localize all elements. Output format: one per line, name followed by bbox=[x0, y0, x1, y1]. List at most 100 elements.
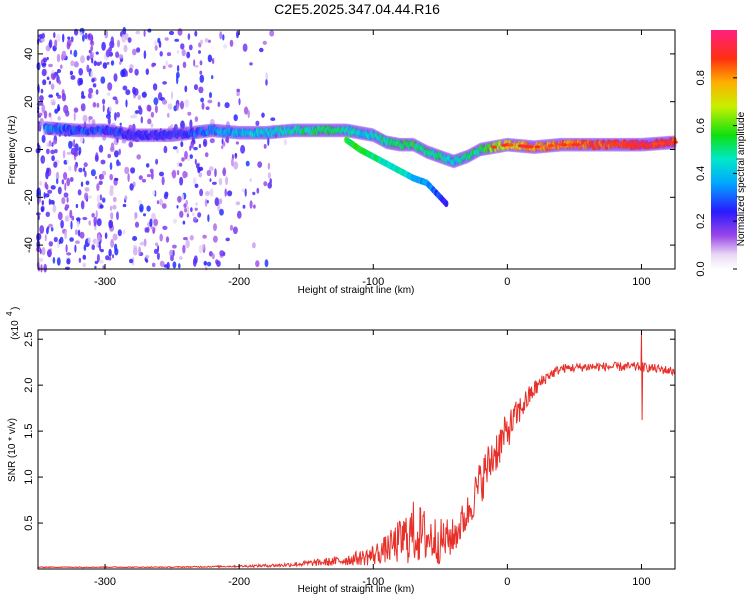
noise-speckle bbox=[86, 64, 90, 73]
noise-speckle bbox=[133, 247, 138, 256]
noise-speckle bbox=[82, 114, 88, 123]
noise-speckle bbox=[172, 244, 177, 249]
noise-speckle bbox=[99, 194, 103, 201]
noise-speckle bbox=[132, 48, 137, 56]
noise-speckle bbox=[172, 146, 178, 150]
noise-speckle bbox=[85, 180, 90, 186]
noise-speckle bbox=[39, 248, 42, 255]
noise-speckle bbox=[101, 41, 106, 51]
noise-speckle bbox=[79, 137, 84, 143]
noise-speckle bbox=[212, 181, 217, 185]
noise-speckle bbox=[88, 49, 92, 54]
noise-speckle bbox=[206, 261, 212, 267]
noise-speckle bbox=[109, 106, 112, 112]
noise-speckle bbox=[79, 32, 83, 36]
noise-speckle bbox=[73, 112, 76, 121]
noise-speckle bbox=[80, 181, 84, 187]
noise-speckle bbox=[169, 249, 174, 257]
noise-speckle bbox=[87, 195, 93, 200]
noise-speckle bbox=[47, 189, 53, 194]
noise-speckle bbox=[65, 110, 70, 117]
noise-speckle bbox=[102, 98, 106, 105]
noise-speckle bbox=[112, 196, 117, 203]
noise-speckle bbox=[57, 69, 61, 73]
noise-speckle bbox=[100, 248, 104, 253]
noise-speckle bbox=[50, 227, 54, 232]
noise-speckle bbox=[75, 203, 79, 209]
noise-speckle bbox=[96, 183, 100, 192]
noise-speckle bbox=[78, 150, 81, 156]
noise-speckle bbox=[163, 193, 168, 200]
noise-speckle bbox=[267, 162, 271, 170]
noise-speckle bbox=[166, 52, 172, 57]
noise-speckle bbox=[61, 93, 67, 102]
noise-speckle bbox=[68, 165, 72, 172]
noise-speckle bbox=[54, 108, 59, 114]
noise-speckle bbox=[129, 258, 134, 264]
noise-speckle bbox=[209, 188, 214, 197]
noise-speckle bbox=[177, 195, 182, 203]
noise-speckle bbox=[50, 149, 55, 155]
noise-speckle bbox=[82, 216, 88, 221]
noise-speckle bbox=[66, 151, 72, 155]
noise-speckle bbox=[112, 204, 117, 210]
spectrogram-ridge bbox=[42, 121, 678, 169]
noise-speckle bbox=[82, 254, 87, 260]
noise-speckle bbox=[253, 204, 256, 209]
noise-speckle bbox=[265, 79, 268, 86]
noise-speckle bbox=[114, 112, 117, 121]
noise-speckle bbox=[109, 173, 113, 181]
noise-speckle bbox=[74, 229, 79, 236]
noise-speckle bbox=[81, 95, 86, 99]
noise-speckle bbox=[130, 167, 136, 174]
noise-speckle bbox=[211, 57, 215, 65]
snr-y-label: SNR (10 * v/v) bbox=[7, 418, 18, 482]
noise-speckle bbox=[233, 161, 239, 170]
noise-speckle bbox=[193, 146, 198, 151]
noise-speckle bbox=[42, 62, 47, 66]
noise-speckle bbox=[178, 263, 181, 269]
noise-speckle bbox=[199, 74, 205, 83]
noise-speckle bbox=[77, 189, 82, 196]
noise-speckle bbox=[213, 223, 217, 232]
noise-speckle bbox=[63, 172, 68, 180]
colorbar-ticks: 0.0 0.2 0.4 0.6 0.8 bbox=[695, 70, 737, 277]
noise-speckle bbox=[43, 110, 48, 119]
noise-speckle bbox=[244, 188, 247, 197]
noise-speckle bbox=[199, 70, 203, 75]
noise-speckle bbox=[229, 224, 234, 231]
noise-speckle bbox=[214, 168, 217, 178]
noise-speckle bbox=[221, 145, 224, 150]
noise-speckle bbox=[223, 44, 228, 49]
ridge-core bbox=[561, 143, 568, 147]
noise-speckle bbox=[236, 30, 239, 39]
noise-speckle bbox=[40, 264, 43, 273]
noise-speckle bbox=[76, 221, 80, 228]
noise-speckle bbox=[79, 77, 84, 86]
x-tick-label: 100 bbox=[632, 576, 650, 588]
noise-speckle bbox=[125, 89, 131, 96]
noise-speckle bbox=[211, 253, 215, 260]
noise-speckle bbox=[56, 53, 61, 63]
ridge-core bbox=[548, 144, 554, 148]
noise-speckle bbox=[56, 257, 61, 266]
noise-speckle bbox=[152, 190, 156, 196]
noise-speckle bbox=[46, 76, 50, 81]
noise-speckle bbox=[193, 84, 199, 91]
noise-speckle bbox=[122, 229, 126, 235]
noise-speckle bbox=[176, 75, 179, 85]
noise-speckle bbox=[159, 233, 163, 242]
noise-speckle bbox=[194, 158, 197, 165]
noise-speckle bbox=[95, 89, 99, 95]
noise-speckle bbox=[267, 172, 271, 179]
noise-speckle bbox=[176, 50, 180, 54]
figure-title: C2E5.2025.347.04.44.R16 bbox=[274, 1, 440, 17]
noise-speckle bbox=[172, 249, 175, 257]
noise-speckle bbox=[194, 207, 198, 211]
noise-speckle bbox=[147, 28, 152, 33]
noise-speckle bbox=[56, 34, 61, 42]
noise-speckle bbox=[109, 162, 113, 171]
noise-speckle bbox=[132, 86, 136, 95]
noise-speckle bbox=[204, 38, 209, 43]
noise-speckle bbox=[110, 212, 114, 220]
